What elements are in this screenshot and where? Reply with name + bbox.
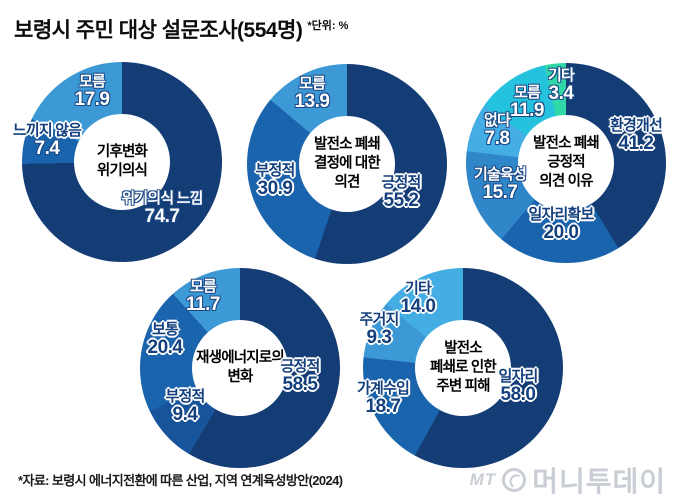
segment-value: 58.0 — [500, 384, 536, 406]
donut-hole — [74, 114, 170, 210]
segment-name: 일자리 — [498, 368, 538, 385]
segment-label: 가계수입 18.7 — [356, 380, 410, 418]
segment-name: 모름 — [189, 278, 217, 295]
moneytoday-logo: MT 머니투데이 — [470, 460, 666, 500]
segment-value: 3.4 — [548, 83, 574, 105]
segment-value: 14.0 — [400, 296, 436, 318]
segment-label: 모름 11.7 — [186, 278, 220, 316]
segment-label: 긍정적 58.5 — [280, 358, 320, 396]
segment-value: 7.4 — [34, 138, 60, 160]
segment-value: 58.5 — [282, 374, 318, 396]
segment-label: 보통 20.4 — [147, 321, 183, 359]
segment-name: 부정적 — [255, 162, 295, 179]
segment-name: 보통 — [151, 321, 179, 338]
segment-label: 환경개선 41.2 — [609, 117, 663, 155]
segment-value: 20.4 — [147, 337, 183, 359]
moneytoday-mt-text: MT — [469, 470, 497, 489]
segment-value: 13.9 — [294, 91, 330, 113]
segment-label: 기술육성 15.7 — [473, 166, 527, 204]
donut-center-label: 발전소 폐쇄로 인한 주변 피해 — [430, 340, 497, 395]
segment-name: 환경개선 — [609, 117, 663, 134]
segment-name: 위기의식 느낌 — [121, 190, 203, 207]
segment-label: 모름 13.9 — [294, 75, 330, 113]
segment-value: 11.9 — [510, 100, 544, 122]
segment-name: 느끼지 않음 — [12, 122, 82, 139]
segment-label: 모름 17.9 — [74, 73, 110, 111]
donut-center-label: 발전소 폐쇄 결정에 대한 의견 — [314, 136, 381, 191]
donut-hole — [192, 320, 288, 416]
segment-name: 주거지 — [359, 311, 399, 328]
donut-chart-closure-damage: 발전소 폐쇄로 인한 주변 피해 일자리 58.0 가계수입 18.7 주거지 9.3 기타 14.… — [357, 268, 563, 468]
page-title: 보령시 주민 대상 설문조사(554명) — [14, 19, 303, 42]
segment-value: 7.8 — [484, 128, 510, 150]
segment-label: 부정적 9.4 — [165, 388, 205, 426]
donut-hole — [415, 320, 511, 416]
segment-name: 가계수입 — [356, 380, 410, 397]
moneytoday-circle-icon — [499, 465, 529, 495]
header: 보령시 주민 대상 설문조사(554명) *단위: % — [14, 14, 348, 44]
segment-value: 15.7 — [482, 182, 518, 204]
segment-label: 일자리 58.0 — [498, 368, 538, 406]
segment-name: 모름 — [298, 75, 326, 92]
segment-label: 모름 11.9 — [510, 84, 544, 122]
segment-name: 기타 — [547, 67, 575, 84]
segment-name: 긍정적 — [381, 174, 421, 191]
segment-value: 74.7 — [144, 206, 180, 228]
segment-label: 부정적 30.9 — [255, 162, 295, 200]
moneytoday-name-text: 머니투데이 — [532, 466, 666, 497]
donut-chart-renewable-energy-change: 재생에너지로의 변화 긍정적 58.5 부정적 9.4 보통 20.4 모름 11.7 — [140, 268, 340, 468]
segment-label: 느끼지 않음 7.4 — [12, 122, 82, 160]
donut-center-label: 발전소 폐쇄 긍정적 의견 이유 — [533, 135, 600, 190]
source-note: *자료: 보령시 에너지전환에 따른 산업, 지역 연계육성방안(2024) — [18, 473, 343, 488]
segment-value: 17.9 — [74, 89, 110, 111]
segment-label: 주거지 9.3 — [359, 311, 399, 349]
donut-chart-positive-opinion-reason: 발전소 폐쇄 긍정적 의견 이유 환경개선 41.2 일자리확보 20.0 기술육성 15.7 없… — [466, 63, 666, 263]
segment-value: 9.4 — [172, 404, 198, 426]
segment-name: 모름 — [78, 73, 106, 90]
segment-value: 11.7 — [186, 294, 220, 316]
segment-label: 긍정적 55.2 — [381, 174, 421, 212]
segment-value: 18.7 — [365, 396, 401, 418]
segment-value: 55.2 — [383, 190, 419, 212]
segment-label: 위기의식 느낌 74.7 — [121, 190, 203, 228]
segment-name: 기술육성 — [473, 166, 527, 183]
donut-chart-plant-closure-opinion: 발전소 폐쇄 결정에 대한 의견 긍정적 55.2 부정적 30.9 모름 13.9 — [247, 64, 447, 264]
segment-label: 기타 14.0 — [400, 280, 436, 318]
segment-label: 기타 3.4 — [547, 67, 575, 105]
segment-name: 부정적 — [165, 388, 205, 405]
donut-center-label: 기후변화 위기의식 — [96, 143, 148, 179]
donut-hole — [299, 116, 395, 212]
segment-value: 9.3 — [366, 327, 392, 349]
segment-value: 20.0 — [543, 222, 579, 244]
unit-note: *단위: % — [307, 20, 349, 32]
segment-name: 없다 — [483, 112, 511, 129]
segment-name: 모름 — [513, 84, 541, 101]
segment-name: 긍정적 — [280, 358, 320, 375]
segment-value: 30.9 — [257, 178, 293, 200]
segment-value: 41.2 — [618, 133, 654, 155]
donut-hole — [518, 115, 614, 211]
segment-name: 기타 — [404, 280, 432, 297]
segment-label: 없다 7.8 — [483, 112, 511, 150]
segment-name: 일자리확보 — [528, 206, 594, 223]
donut-center-label: 재생에너지로의 변화 — [196, 349, 285, 385]
segment-label: 일자리확보 20.0 — [528, 206, 594, 244]
